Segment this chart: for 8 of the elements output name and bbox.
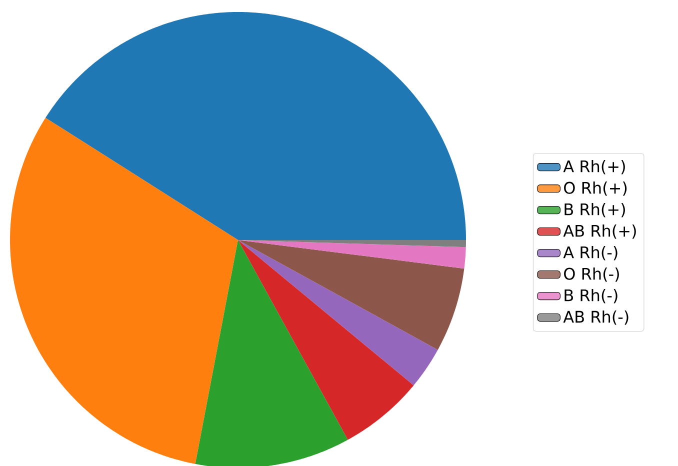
legend-label: A Rh(-) [563,246,618,260]
legend-label: B Rh(+) [564,203,625,218]
legend-label: O Rh(+) [564,182,627,196]
legend-label: AB Rh(+) [563,224,636,239]
legend-label: AB Rh(-) [563,310,628,325]
legend-label: B Rh(-) [564,288,618,304]
legend-label: O Rh(-) [564,267,619,282]
legend-label: A Rh(+) [563,160,625,174]
